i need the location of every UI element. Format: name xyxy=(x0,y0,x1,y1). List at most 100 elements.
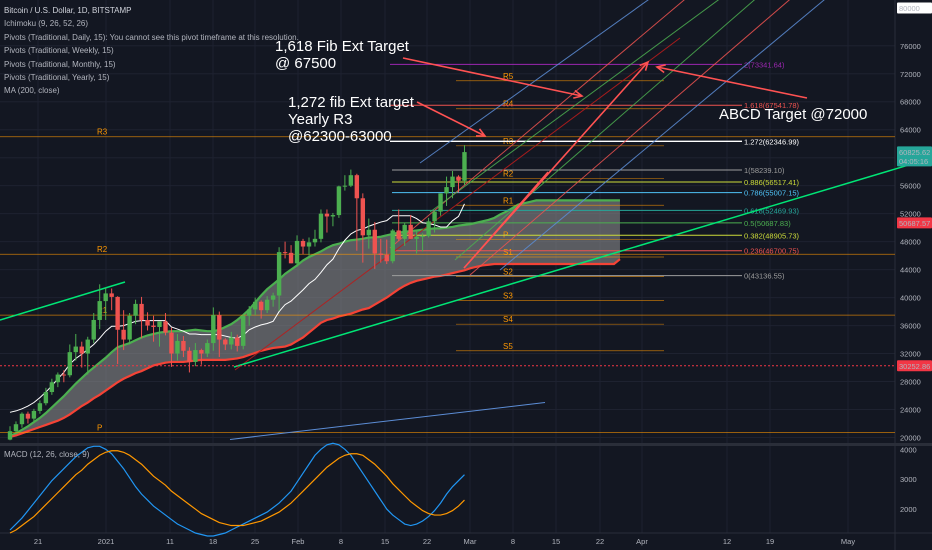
y-tick-label: 32000 xyxy=(900,350,921,359)
fib-level-label: 0.886(56517.41) xyxy=(744,178,800,187)
arrow-fib1618 xyxy=(402,57,583,97)
candle-body xyxy=(43,392,49,404)
legend-pivots-yearly[interactable]: Pivots (Traditional, Yearly, 15) xyxy=(4,72,110,82)
pivot-yearly-label: R1 xyxy=(97,306,108,315)
candle-body xyxy=(145,319,150,326)
legend-pivots-weekly[interactable]: Pivots (Traditional, Weekly, 15) xyxy=(4,46,114,56)
macd-series-macd xyxy=(9,442,465,537)
candle-body xyxy=(294,240,300,264)
candle-body xyxy=(324,213,330,217)
price-tag xyxy=(897,146,932,167)
candle-body xyxy=(247,309,252,316)
x-tick-label: 15 xyxy=(552,537,560,546)
candle-body xyxy=(79,346,84,354)
arrow-abcd-head xyxy=(655,64,666,74)
axes: 20000 24000 28000 32000 36000 40000 44000 48000… xyxy=(34,2,932,546)
fib-level-label: 1(58239.10) xyxy=(744,166,785,175)
pivot-monthly-label: S4 xyxy=(503,315,513,324)
annotation-line: 1,618 Fib Ext Target xyxy=(275,38,409,55)
fib-level-label: 0.618(52469.93) xyxy=(744,206,800,215)
macd-y-tick-label: 4000 xyxy=(900,445,917,454)
legend-ma[interactable]: MA (200, close) xyxy=(4,86,60,96)
candle-body xyxy=(211,315,216,344)
y-tick-label: 64000 xyxy=(900,126,921,135)
annotation-abcd: ABCD Target @72000 xyxy=(719,106,867,123)
candle-body xyxy=(378,253,383,255)
macd-legend[interactable]: MACD (12, 26, close, 9) xyxy=(4,450,90,459)
candle-body xyxy=(276,252,282,296)
candle-body xyxy=(61,374,67,376)
candle-body xyxy=(300,240,306,247)
y-tick-label: 56000 xyxy=(900,182,921,191)
ma200-line xyxy=(229,402,546,440)
annotation-line: Yearly R3 xyxy=(288,111,353,128)
x-tick-label: Feb xyxy=(292,537,305,546)
candle-body xyxy=(372,229,377,254)
candle-body xyxy=(462,152,467,181)
candle-body xyxy=(306,242,312,247)
pivot-yearly-label: R2 xyxy=(97,245,108,254)
candle-body xyxy=(193,350,198,362)
x-tick-label: 12 xyxy=(723,537,731,546)
pivot-monthly-label: R4 xyxy=(503,100,514,109)
candle-body xyxy=(282,252,288,254)
candle-body xyxy=(229,337,234,345)
candle-body xyxy=(450,176,455,188)
price-tag-label: 60825.62 xyxy=(899,148,930,157)
pivot-monthly-label: R5 xyxy=(503,72,514,81)
x-tick-label: 11 xyxy=(166,537,174,546)
legend-ichimoku[interactable]: Ichimoku (9, 26, 52, 26) xyxy=(4,19,89,29)
pane-separator xyxy=(0,443,932,446)
candle-body xyxy=(103,293,108,302)
candle-body xyxy=(366,229,371,236)
channel-ray xyxy=(234,37,681,371)
y-tick-label: 44000 xyxy=(900,266,921,275)
legend-pivots-daily[interactable]: Pivots (Traditional, Daily, 15): You can… xyxy=(4,32,299,42)
legend-pivots-monthly[interactable]: Pivots (Traditional, Monthly, 15) xyxy=(4,59,116,69)
y-tick-label: 24000 xyxy=(900,406,921,415)
macd-y-tick-label: 3000 xyxy=(900,475,917,484)
candle-body xyxy=(360,198,366,236)
price-tag xyxy=(897,360,932,372)
y-tick-label: 52000 xyxy=(900,210,921,219)
candle-body xyxy=(223,339,228,345)
pivot-monthly-label: S1 xyxy=(503,248,513,257)
x-tick-label: 15 xyxy=(381,537,389,546)
arrow-fib1272-head xyxy=(475,128,487,137)
candle-body xyxy=(31,410,37,419)
pivot-monthly-label: R1 xyxy=(503,196,514,205)
arrow-fib1272 xyxy=(416,101,486,137)
candle-body xyxy=(175,340,180,354)
candle-body xyxy=(336,186,342,216)
annotation-fib1272: 1,272 fib Ext target Yearly R3 @62300-63… xyxy=(288,94,414,145)
candle-body xyxy=(456,176,461,181)
price-tag-countdown: 04:05:16 xyxy=(899,157,928,166)
candle-body xyxy=(312,238,318,243)
candle-body xyxy=(318,213,324,239)
candle-body xyxy=(7,431,13,440)
candle-body xyxy=(241,315,246,346)
fib-level-label: 2(73341.64) xyxy=(744,60,785,69)
y-tick-label: 48000 xyxy=(900,238,921,247)
macd-pane xyxy=(9,442,465,537)
annotation-line: @ 67500 xyxy=(275,55,337,72)
candle-body xyxy=(384,254,389,262)
arrow-abcd-leg-head xyxy=(639,60,650,71)
candle-body xyxy=(85,339,90,354)
chart-title[interactable]: Bitcoin / U.S. Dollar, 1D, BITSTAMP xyxy=(4,6,132,15)
x-tick-label: Mar xyxy=(464,537,477,546)
trendline-lower xyxy=(233,157,932,368)
candle-body xyxy=(264,299,270,311)
y-tick-label: 20000 xyxy=(900,434,921,443)
candle-body xyxy=(73,346,78,353)
price-tag xyxy=(897,2,932,14)
candle-body xyxy=(97,301,102,320)
price-tag-label: 30252.86 xyxy=(899,362,930,371)
candle-body xyxy=(37,403,43,411)
candle-body xyxy=(19,413,25,425)
x-tick-label: 22 xyxy=(596,537,604,546)
candle-body xyxy=(127,315,132,340)
candle-body xyxy=(25,413,31,419)
candle-body xyxy=(139,303,144,320)
